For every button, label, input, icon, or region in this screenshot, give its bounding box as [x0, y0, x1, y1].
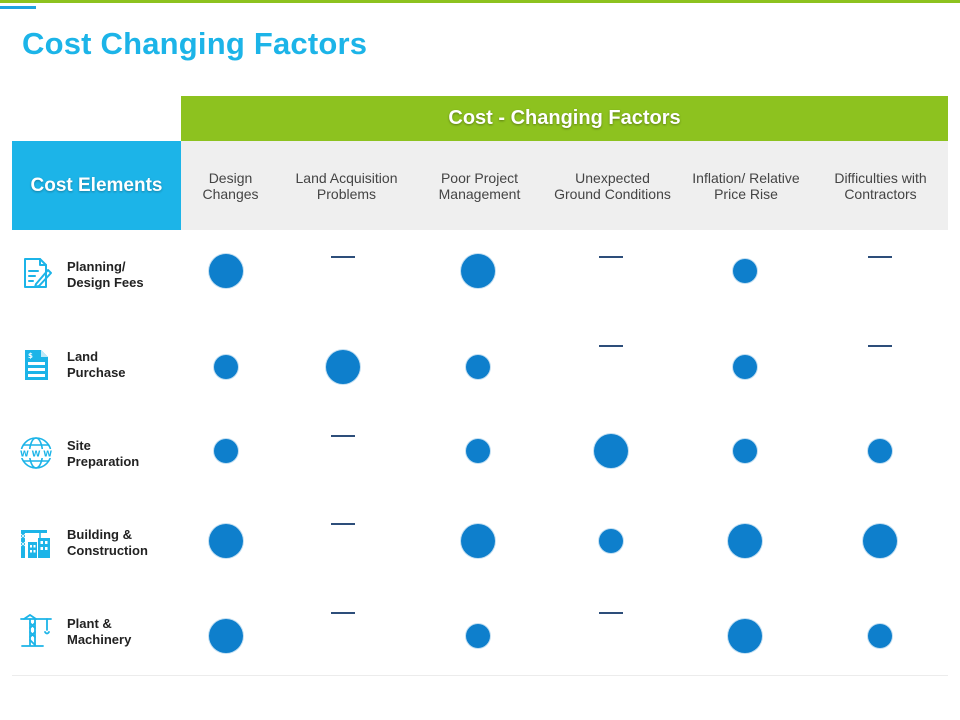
high-impact-dot [209, 524, 243, 558]
column-header-design-changes: Design Changes [181, 141, 280, 230]
column-header-band [181, 141, 948, 230]
low-impact-dot [214, 439, 238, 463]
column-header-line2: Price Rise [714, 185, 778, 202]
row-label-land-purchase: Land Purchase [67, 349, 177, 381]
column-header-line2: Management [438, 185, 521, 202]
column-header-line2: Ground Conditions [554, 185, 671, 202]
page-title: Cost Changing Factors [22, 26, 368, 61]
low-impact-dot [868, 624, 892, 648]
globe-www-icon: W W W [18, 435, 54, 471]
row-label-line2: Construction [67, 543, 148, 558]
no-impact-dash [599, 345, 623, 347]
row-label-line1: Land [67, 349, 99, 364]
column-header-line1: Land Acquisition [295, 169, 398, 186]
row-label-plant-machinery: Plant & Machinery [67, 616, 177, 648]
high-impact-dot [209, 619, 243, 653]
high-impact-dot [594, 434, 628, 468]
column-header-land-acquisition: Land Acquisition Problems [280, 141, 413, 230]
table-bottom-rule [12, 675, 948, 676]
no-impact-dash [331, 435, 355, 437]
column-header-difficulties-with-contractors: Difficulties with Contractors [813, 141, 948, 230]
row-label-planning-design-fees: Planning/Design Fees [67, 259, 177, 291]
row-label-building-construction: Building & Construction [67, 527, 177, 559]
row-label-line1: Building & [67, 527, 132, 542]
row-label-line1: Planning/ [67, 259, 126, 274]
high-impact-dot [461, 524, 495, 558]
svg-text:W W W: W W W [20, 450, 52, 459]
column-header-line1: Design [208, 169, 253, 186]
high-impact-dot [728, 619, 762, 653]
low-impact-dot [466, 355, 490, 379]
high-impact-dot [461, 254, 495, 288]
high-impact-dot [326, 350, 360, 384]
column-header-line1: Unexpected [575, 169, 650, 186]
low-impact-dot [214, 355, 238, 379]
no-impact-dash [331, 256, 355, 258]
low-impact-dot [733, 355, 757, 379]
no-impact-dash [331, 612, 355, 614]
column-header-poor-project-management: Poor Project Management [413, 141, 546, 230]
high-impact-dot [728, 524, 762, 558]
row-label-line1: Plant & [67, 616, 112, 631]
column-header-line2: Changes [202, 185, 259, 202]
row-label-line2: Design Fees [67, 275, 144, 290]
tower-crane-icon [18, 613, 54, 649]
no-impact-dash [599, 256, 623, 258]
factors-group-header: Cost - Changing Factors [181, 96, 948, 141]
high-impact-dot [209, 254, 243, 288]
low-impact-dot [466, 439, 490, 463]
no-impact-dash [331, 523, 355, 525]
no-impact-dash [599, 612, 623, 614]
column-header-line1: Inflation/ Relative [692, 169, 800, 186]
document-pen-icon [18, 255, 54, 291]
low-impact-dot [868, 439, 892, 463]
column-header-unexpected-ground-conditions: Unexpected Ground Conditions [546, 141, 679, 230]
row-label-line1: Site [67, 438, 91, 453]
low-impact-dot [599, 529, 623, 553]
column-header-line1: Poor Project [440, 169, 519, 186]
row-label-line2: Purchase [67, 365, 126, 380]
crane-building-icon [18, 524, 54, 560]
cost-elements-header: Cost Elements [12, 141, 181, 230]
svg-text:$: $ [28, 352, 33, 360]
top-blue-accent [0, 6, 36, 9]
row-label-line2: Machinery [67, 632, 132, 647]
row-label-line2: Preparation [67, 454, 140, 469]
column-header-line1: Difficulties with [834, 169, 927, 186]
column-header-inflation-price-rise: Inflation/ Relative Price Rise [679, 141, 813, 230]
high-impact-dot [863, 524, 897, 558]
no-impact-dash [868, 345, 892, 347]
low-impact-dot [733, 439, 757, 463]
column-header-line2: Problems [316, 185, 377, 202]
price-document-icon: $ [18, 347, 54, 383]
column-header-line2: Contractors [844, 185, 917, 202]
low-impact-dot [466, 624, 490, 648]
row-label-site-preparation: Site Preparation [67, 438, 177, 470]
low-impact-dot [733, 259, 757, 283]
no-impact-dash [868, 256, 892, 258]
top-green-rule [0, 0, 960, 3]
